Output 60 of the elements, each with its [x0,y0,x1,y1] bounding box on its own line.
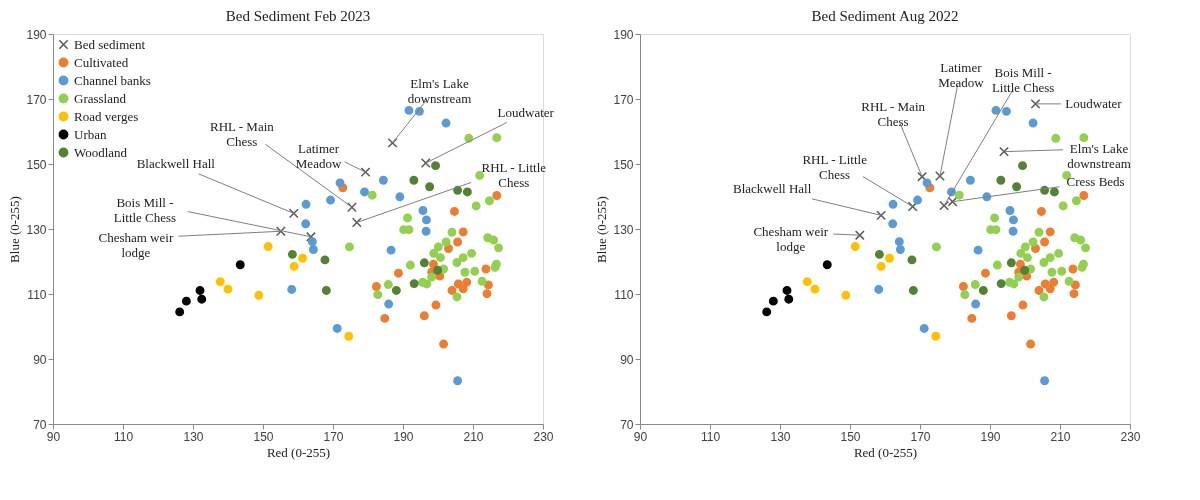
legend-label: Cultivated [74,54,129,70]
annotation: Blackwell Hall [136,156,216,172]
annotation: Blackwell Hall [732,181,812,197]
y-axis-title: Blue (0-255) [7,196,23,263]
y-tick-label: 90 [620,352,634,367]
x-tick-label: 210 [1050,429,1071,444]
annotation: Loudwater [497,105,555,121]
x-tick-label: 110 [113,429,134,444]
y-axis-title: Blue (0-255) [594,196,610,263]
annotation: Cress Beds [1066,173,1125,189]
x-tick-label: 210 [463,429,484,444]
y-tick-label: 130 [613,222,634,237]
y-tick-label: 90 [33,352,47,367]
annotation: RHL - Little Chess [481,159,547,190]
annotation: Bois Mill - Little Chess [991,64,1055,95]
y-tick-label: 190 [26,27,47,42]
annotation: RHL - Main Chess [210,119,275,150]
annotation: Elm's Lake downstream [1067,140,1131,171]
x-tick-label: 90 [46,429,61,444]
x-tick-label: 130 [770,429,791,444]
x-tick-label: 150 [253,429,274,444]
y-tick-label: 70 [33,417,47,432]
y-tick-label: 110 [27,287,47,302]
y-tick-label: 190 [613,27,634,42]
y-tick-label: 130 [26,222,47,237]
annotation: Chesham weir lodge [98,230,174,261]
x-tick-label: 130 [183,429,204,444]
x-axis-title: Red (0-255) [853,444,918,460]
chart-title: Bed Sediment Aug 2022 [811,8,959,24]
x-tick-label: 110 [700,429,721,444]
x-tick-label: 230 [533,429,554,444]
y-tick-label: 150 [26,157,47,172]
y-tick-label: 150 [613,157,634,172]
x-tick-label: 190 [980,429,1001,444]
legend-label: Woodland [74,144,128,160]
x-tick-label: 190 [393,429,414,444]
legend-label: Grassland [74,90,127,106]
y-tick-label: 170 [613,92,634,107]
chart-title: Bed Sediment Feb 2023 [225,8,371,24]
legend-label: Channel banks [74,72,151,88]
annotation: RHL - Little Chess [802,151,868,182]
x-tick-label: 170 [323,429,344,444]
x-axis-title: Red (0-255) [266,444,331,460]
x-tick-label: 150 [840,429,861,444]
annotation: Chesham weir lodge [753,224,829,255]
y-tick-label: 110 [614,287,634,302]
x-tick-label: 90 [633,429,648,444]
legend-label: Bed sediment [74,36,146,52]
y-tick-label: 70 [620,417,634,432]
annotation: RHL - Main Chess [861,98,926,129]
x-tick-label: 170 [910,429,931,444]
y-tick-label: 170 [26,92,47,107]
annotation: Elm's Lake downstream [407,75,472,106]
x-tick-label: 230 [1120,429,1141,444]
annotation: Latimer Meadow [938,60,985,91]
legend-label: Urban [74,126,107,142]
annotation: Bois Mill - Little Chess [113,194,177,225]
legend-label: Road verges [74,108,139,124]
annotation: Latimer Meadow [295,141,342,172]
annotation: Loudwater [1065,95,1123,111]
